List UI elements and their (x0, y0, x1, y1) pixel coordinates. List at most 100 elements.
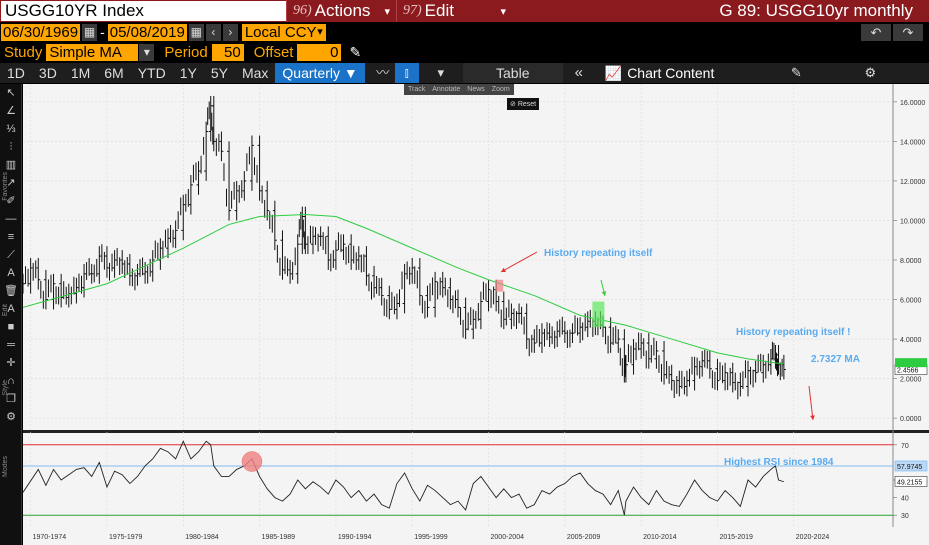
bar-chart-icon[interactable]: ⫾ (394, 63, 419, 83)
frequency-select[interactable]: Quarterly ▼ (275, 63, 365, 83)
rsi-highlight-circle (241, 451, 263, 472)
crosshair-icon[interactable]: ✛ (6, 357, 16, 369)
range-button-6m[interactable]: 6M (104, 65, 124, 81)
fib-icon[interactable]: ⅓ (6, 123, 16, 135)
table-button[interactable]: Table (462, 63, 563, 83)
color-box-icon[interactable]: ■ (7, 321, 15, 333)
price-tick-label: 12.0000 (900, 179, 925, 186)
arrow-tool-icon[interactable]: ↗ (6, 177, 16, 189)
line-chart-icon[interactable]: 〰 (376, 65, 390, 80)
chart-content-label: Chart Content (627, 65, 715, 81)
edit-number: 97) (403, 3, 422, 18)
rsi-label-box-2 (894, 476, 928, 487)
price-tick-label: 4.0000 (900, 337, 922, 344)
reset-icon: ⊘ (510, 101, 516, 108)
study-label: Study (4, 43, 43, 61)
range-button-1m[interactable]: 1M (70, 65, 91, 81)
rsi-value-label-2: 49.2155 (897, 479, 922, 486)
end-calendar-icon[interactable]: ▦ (188, 23, 204, 41)
range-button-ytd[interactable]: YTD (137, 65, 166, 81)
anno-tool-zoom[interactable]: Zoom (491, 86, 510, 93)
price-tick-label: 0.0000 (900, 416, 922, 423)
end-date-field[interactable]: 05/08/2019 (107, 23, 187, 41)
study-row: Study Simple MA ▾ Period 50 Offset 0 ✎ (0, 42, 929, 62)
title-bar: USGG10YR Index 96) Actions ▾ 97) Edit ▾ … (0, 0, 929, 22)
edit-caret: ▾ (500, 5, 506, 18)
line-width-icon[interactable]: ═ (7, 339, 15, 351)
collapse-icon[interactable]: « (574, 64, 583, 81)
next-period-icon[interactable]: › (222, 23, 238, 41)
sidebar-settings-icon[interactable]: ⚙ (6, 411, 16, 423)
period-input[interactable]: 50 (211, 43, 244, 61)
chart-toolbar: 1D 3D 1M 6M YTD 1Y 5Y Max Quarterly ▼ 〰 ⫾ ▾ Tab… (0, 63, 929, 83)
zoom-reset-button[interactable]: ⊘ Reset (507, 98, 540, 110)
annotation-history-2: History repeating itself ! (736, 327, 850, 338)
font-size-icon[interactable]: A (7, 303, 15, 315)
x-tick-label: 1980-1984 (185, 534, 219, 541)
start-calendar-icon[interactable]: ▦ (82, 23, 98, 41)
range-button-1d[interactable]: 1D (7, 65, 25, 81)
fib-box-icon[interactable]: ▥ (5, 159, 17, 171)
annotation-ma: 2.7327 MA (811, 354, 860, 365)
chart-type-caret-icon[interactable]: ▾ (437, 65, 445, 80)
anno-tool-news[interactable]: News (467, 86, 485, 93)
arrow-red-1-head (501, 267, 506, 272)
last-price-label: 2.4566 (897, 368, 919, 375)
modes-label: Modes (2, 456, 9, 478)
study-dropdown-icon[interactable]: ▾ (139, 43, 155, 61)
start-date-field[interactable]: 06/30/1969 (1, 23, 81, 41)
price-tick-label: 6.0000 (900, 298, 922, 305)
edit-chart-icon[interactable]: ✎ (790, 65, 802, 80)
undo-icon[interactable]: ↶ (861, 23, 891, 41)
period-label: Period (164, 43, 208, 61)
hline-icon[interactable]: — (5, 213, 17, 225)
annotation-history-1: History repeating itself (544, 248, 653, 259)
range-button-max[interactable]: Max (241, 65, 269, 81)
magnet-icon[interactable]: ∩ (7, 375, 15, 387)
anno-tool-annotate[interactable]: Annotate (432, 86, 461, 93)
copy-icon[interactable]: ❐ (6, 393, 16, 405)
price-tick-label: 14.0000 (900, 139, 925, 146)
prev-period-icon[interactable]: ‹ (205, 23, 221, 41)
ma-line (22, 214, 784, 365)
trend-icon[interactable]: ⟋ (7, 249, 15, 261)
offset-input[interactable]: 0 (297, 43, 342, 61)
range-buttons: 1D 3D 1M 6M YTD 1Y 5Y Max (0, 63, 275, 83)
edit-label-side: Edit (2, 304, 9, 317)
chart-content-button[interactable]: 📈 Chart Content (605, 65, 715, 82)
bars-pattern-icon[interactable]: ≡ (7, 231, 15, 243)
settings-gear-icon[interactable]: ⚙ (864, 65, 877, 80)
study-select[interactable]: Simple MA (46, 43, 139, 61)
brush-icon[interactable]: ✐ (6, 195, 16, 207)
edit-menu[interactable]: 97) Edit ▾ (396, 0, 512, 22)
arrow-green-head (601, 291, 607, 296)
edit-label: Edit (424, 1, 454, 20)
range-button-3d[interactable]: 3D (38, 65, 57, 81)
page-title: G 89: USGG10yr monthly (719, 1, 913, 20)
price-rsi-chart[interactable]: 16.0000 14.0000 12.0000 10.0000 8.0000 6.0000… (21, 84, 929, 545)
actions-menu[interactable]: 96) Actions ▾ (286, 0, 396, 22)
redo-icon[interactable]: ↷ (893, 23, 923, 41)
style-label: Style (2, 380, 9, 396)
ticker-field[interactable]: USGG10YR Index (1, 1, 286, 21)
anno-tool-track[interactable]: Track (408, 86, 426, 93)
chart-area[interactable]: 16.0000 14.0000 12.0000 10.0000 8.0000 6.0000… (21, 84, 929, 545)
axis-panel (893, 84, 929, 545)
pencil-icon[interactable]: ✎ (349, 43, 362, 60)
range-button-5y[interactable]: 5Y (210, 65, 228, 81)
trash-icon[interactable]: 🗑 (4, 285, 18, 297)
range-button-1y[interactable]: 1Y (179, 65, 197, 81)
history-buttons: ↶ ↷ (861, 23, 923, 41)
x-tick-label: 1990-1994 (338, 534, 372, 541)
rsi-tick-label: 70 (901, 443, 909, 450)
draw-line-icon[interactable]: ∠ (6, 105, 16, 117)
x-tick-label: 2000-2004 (491, 534, 525, 541)
text-tool-icon[interactable]: A (7, 267, 15, 279)
currency-select[interactable]: Local CCY ▾ (241, 23, 326, 41)
actions-label: Actions (314, 1, 371, 20)
cursor-icon[interactable]: ↖ (6, 87, 16, 99)
favorites-label: Favorites (2, 172, 9, 201)
chart-content-icon: 📈 (604, 64, 623, 81)
x-axis-panel (23, 527, 929, 545)
channel-icon[interactable]: ⫶ (9, 141, 13, 153)
